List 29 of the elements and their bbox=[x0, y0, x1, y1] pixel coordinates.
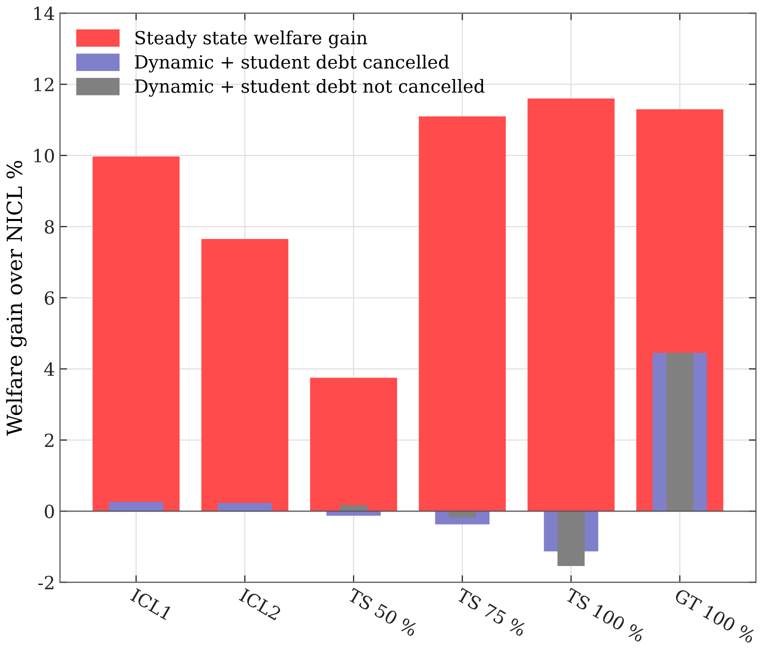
x-tick-label: GT 100 % bbox=[674, 588, 756, 644]
y-tick-label: 4 bbox=[44, 362, 54, 376]
y-tick-label: 8 bbox=[44, 220, 54, 234]
y-tick-label: -2 bbox=[38, 576, 54, 590]
bar bbox=[326, 511, 381, 516]
bar bbox=[666, 352, 694, 512]
bar bbox=[557, 511, 585, 566]
x-tick-label: TS 75 % bbox=[455, 588, 528, 637]
y-tick-label: 12 bbox=[34, 78, 54, 92]
bar bbox=[108, 502, 164, 512]
y-tick-label: 2 bbox=[44, 433, 54, 447]
bar bbox=[340, 505, 368, 512]
x-tick-label: TS 50 % bbox=[346, 588, 418, 637]
legend-label: Dynamic + student debt cancelled bbox=[135, 54, 450, 72]
y-tick-label: 6 bbox=[44, 291, 54, 305]
bar bbox=[310, 378, 398, 512]
bar bbox=[528, 98, 615, 512]
y-tick-label: 10 bbox=[34, 148, 54, 163]
bar bbox=[418, 116, 506, 512]
y-tick-label: 14 bbox=[34, 6, 54, 20]
bar bbox=[218, 503, 272, 512]
legend-label: Dynamic + student debt not cancelled bbox=[135, 78, 485, 97]
y-tick-label: 0 bbox=[44, 504, 54, 518]
bar bbox=[201, 239, 288, 512]
y-axis-title: Welfare gain over NICL % bbox=[6, 160, 27, 436]
bar bbox=[448, 511, 476, 518]
legend-label: Steady state welfare gain bbox=[136, 30, 368, 48]
x-tick-label: TS 100 % bbox=[564, 588, 646, 643]
bar bbox=[92, 156, 180, 512]
